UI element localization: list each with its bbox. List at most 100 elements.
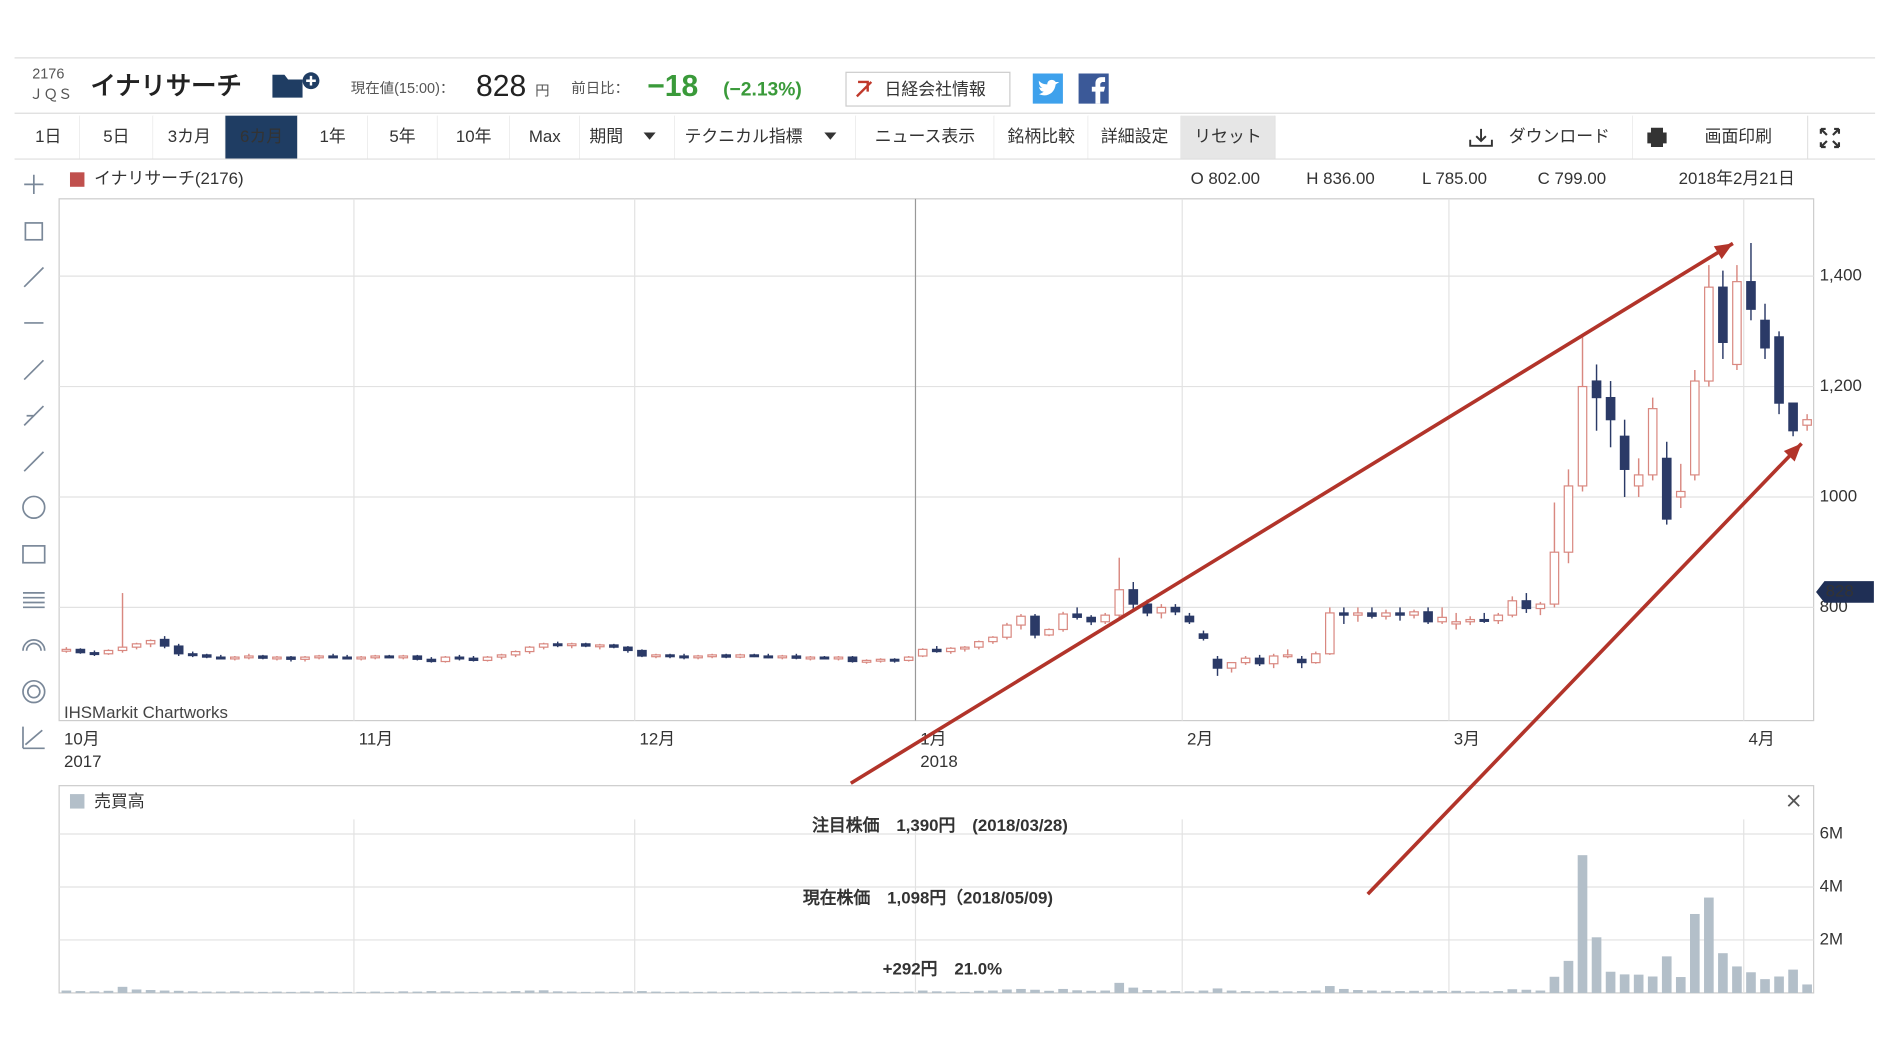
button-label[interactable]: テクニカル指標: [685, 127, 803, 146]
volume-bar: [61, 990, 72, 993]
volume-bar: [1198, 990, 1209, 993]
button-bg[interactable]: [367, 115, 438, 160]
toolbar-button[interactable]: テクニカル指標: [674, 115, 857, 160]
volume-bar: [1718, 953, 1728, 993]
toolbar-button[interactable]: Max: [509, 115, 581, 160]
volume-bar: [651, 991, 661, 993]
button-label[interactable]: 銘柄比較: [1008, 127, 1076, 146]
candle-body: [609, 644, 619, 648]
button-bg[interactable]: [855, 115, 995, 160]
toolbar-button[interactable]: リセット: [1181, 115, 1276, 160]
button-label[interactable]: 1日: [35, 127, 61, 146]
candle-body: [1409, 611, 1419, 616]
button-bg[interactable]: [225, 115, 298, 160]
candle-body: [1521, 600, 1532, 610]
facebook[interactable]: [1078, 73, 1109, 104]
button-bg[interactable]: [579, 115, 675, 160]
button-bg[interactable]: [1458, 115, 1633, 160]
toolbar-button[interactable]: 銘柄比較: [994, 115, 1089, 160]
button-label[interactable]: 5年: [389, 127, 415, 146]
button-label[interactable]: ニュース表示: [875, 127, 975, 146]
toolbar-button[interactable]: 5年: [367, 115, 439, 160]
toolbar-button[interactable]: 1年: [297, 115, 369, 160]
candle-body: [1577, 385, 1588, 487]
toolbar-button[interactable]: ダウンロード: [1458, 115, 1634, 160]
volume-bar: [749, 991, 760, 993]
x-tick-label: 10月: [64, 729, 100, 748]
fullscreen-icon[interactable]: [1819, 127, 1841, 149]
toolbar-button[interactable]: 期間: [579, 115, 676, 160]
button-label[interactable]: 画面印刷: [1705, 127, 1772, 146]
twitter[interactable]: [1032, 73, 1063, 104]
button-label[interactable]: 3カ月: [168, 127, 211, 146]
print-icon: [1647, 127, 1667, 148]
arrow-head: [1783, 443, 1802, 462]
button-bg[interactable]: [153, 115, 226, 160]
candle-body: [805, 656, 816, 660]
toolbar-button[interactable]: 画面印刷: [1632, 115, 1809, 160]
toolbar-button[interactable]: 6カ月: [225, 115, 299, 160]
volume-bar: [1367, 990, 1377, 993]
button-label[interactable]: 10年: [456, 127, 492, 146]
toolbar-button[interactable]: 1日: [16, 115, 81, 160]
annotation: 注目株価 1,390円 (2018/03/28): [812, 815, 1068, 835]
volume-bar: [988, 990, 998, 993]
nikkei-label[interactable]: 日経会社情報: [885, 80, 986, 99]
x-tick-label: 2月: [1187, 729, 1213, 748]
volume-bar: [384, 991, 395, 993]
button-label[interactable]: リセット: [1194, 127, 1261, 146]
button-label[interactable]: 期間: [589, 127, 623, 146]
button-bg[interactable]: [994, 115, 1089, 160]
candle-body: [707, 654, 717, 658]
volume-bar: [707, 991, 717, 993]
candle-body: [1746, 281, 1756, 310]
toolbar-button[interactable]: ニュース表示: [855, 115, 995, 160]
toolbar-button[interactable]: 詳細設定: [1088, 115, 1182, 160]
toolbar-button[interactable]: 10年: [437, 115, 511, 160]
button-label[interactable]: 1年: [320, 127, 346, 146]
button-bg[interactable]: [1088, 115, 1182, 160]
button-bg[interactable]: [509, 115, 580, 160]
volume-bar: [679, 991, 689, 993]
button-label[interactable]: 6カ月: [240, 127, 283, 146]
candle-body: [749, 654, 760, 658]
candle-body: [763, 655, 774, 659]
folder-icon[interactable]: [272, 72, 320, 98]
volume-bar: [595, 991, 605, 993]
volume-bar: [1353, 990, 1363, 993]
button-bg[interactable]: [1181, 115, 1275, 160]
volume-bar: [510, 991, 521, 993]
volume-bar: [496, 991, 507, 993]
candle-body: [145, 639, 156, 645]
volume-bar: [1310, 990, 1321, 993]
button-label[interactable]: 5日: [103, 127, 129, 146]
button-bg[interactable]: [79, 115, 154, 160]
change-pct: (−2.13%): [723, 79, 802, 100]
candle-body: [61, 648, 72, 652]
volume-bar: [103, 990, 114, 993]
x-tick-label: 1月: [920, 729, 946, 748]
button-label[interactable]: ダウンロード: [1509, 127, 1610, 146]
y-tick-label: 1,400: [1820, 266, 1862, 285]
volume-bar: [847, 991, 858, 993]
button-bg[interactable]: [16, 115, 80, 160]
volume-bar: [440, 991, 451, 993]
volume-bar: [1479, 991, 1490, 993]
toolbar-button[interactable]: 5日: [79, 115, 154, 160]
volume-bar: [1788, 969, 1798, 993]
ohlc-info: O 802.00 H 836.00 L 785.00 C 799.00 2018年2月2…: [1191, 169, 1795, 188]
button-bg[interactable]: [297, 115, 368, 160]
volume-bar: [1325, 986, 1335, 993]
nikkei-button[interactable]: 日経会社情報: [845, 71, 1011, 107]
button-bg[interactable]: [437, 115, 510, 160]
button-label[interactable]: 詳細設定: [1101, 127, 1169, 146]
candle-body: [103, 649, 114, 655]
candle-body: [1282, 654, 1293, 658]
candle-body: [1367, 612, 1377, 617]
button-bg[interactable]: [674, 115, 856, 160]
volume-bar: [370, 991, 381, 993]
toolbar-button[interactable]: 3カ月: [153, 115, 227, 160]
candle-body: [1142, 603, 1153, 614]
close-icon[interactable]: [1787, 794, 1800, 807]
button-label[interactable]: Max: [529, 127, 561, 146]
